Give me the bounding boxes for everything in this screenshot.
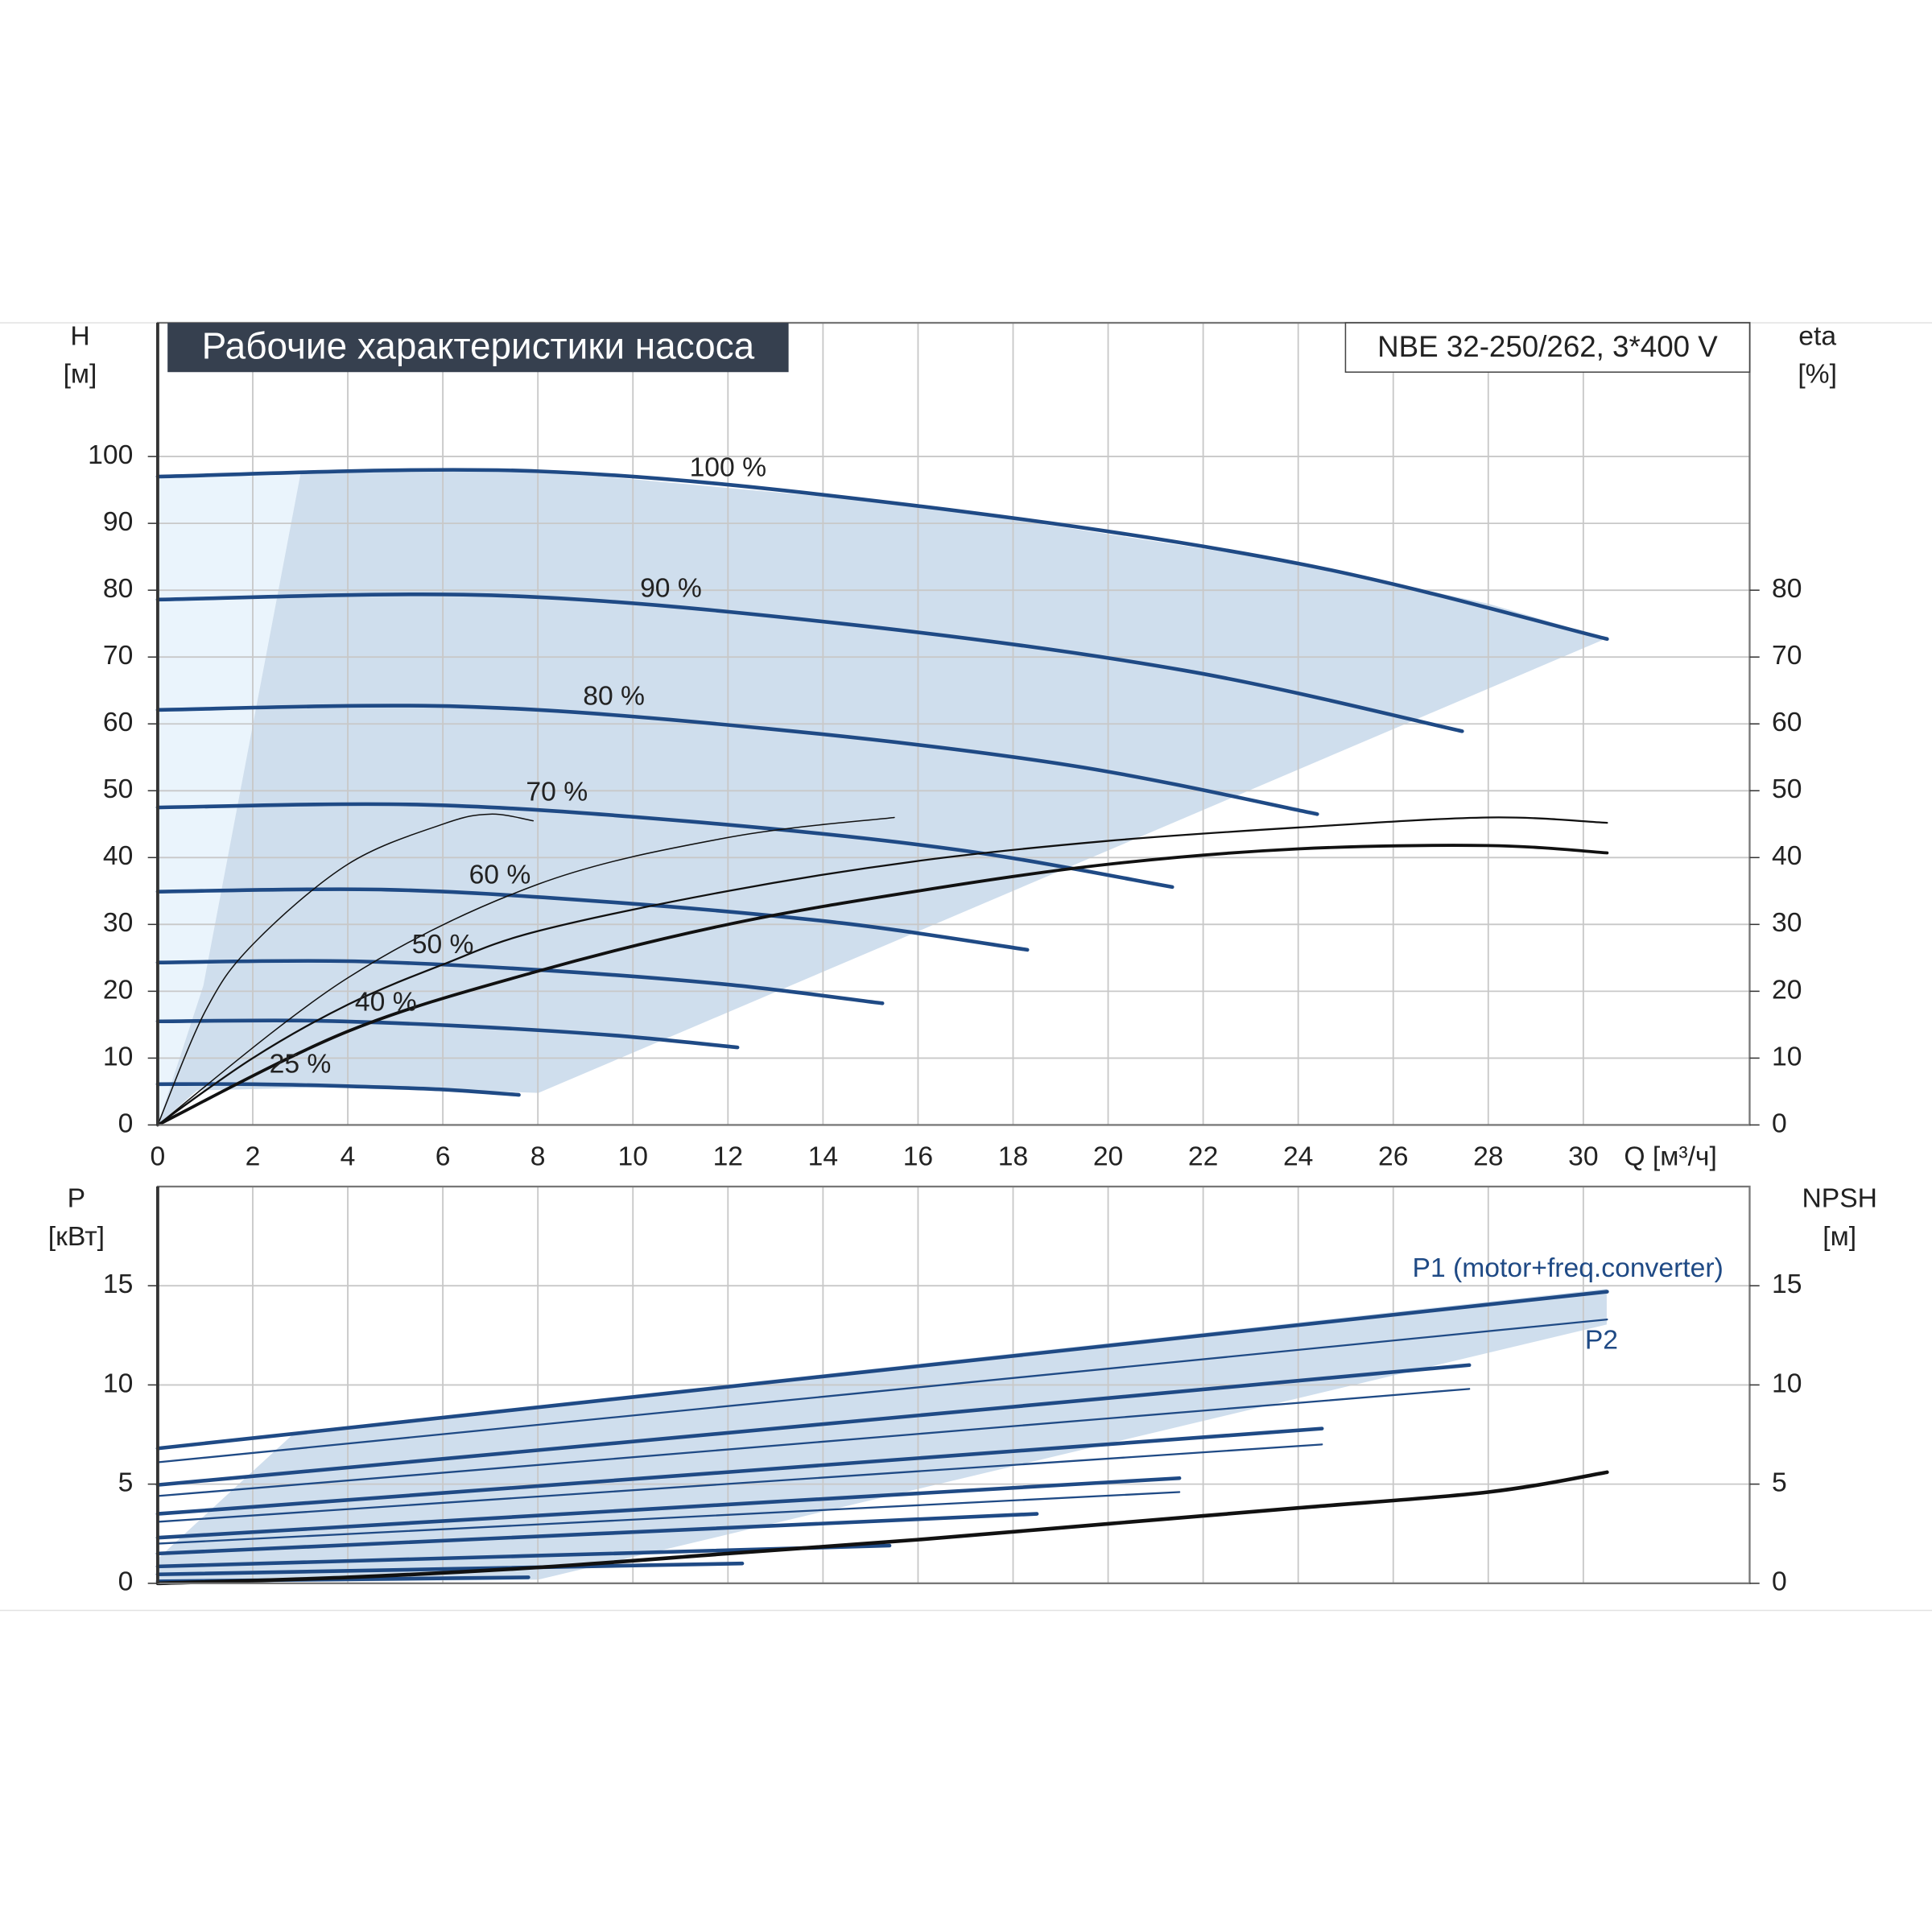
curve [157, 816, 895, 1126]
x-tick-label: 10 [618, 1142, 648, 1172]
y-axis-unit: [кВт] [48, 1222, 105, 1252]
x-tick-label: 18 [998, 1142, 1028, 1172]
curve [156, 1388, 1471, 1497]
legend-label: P2 [1585, 1326, 1618, 1356]
y-tick-label: 90 [103, 507, 133, 537]
speed-label: 60 % [469, 860, 531, 890]
curve [155, 1018, 740, 1050]
y-tick-label: 0 [118, 1108, 134, 1138]
model-box [1344, 322, 1751, 374]
speed-label: 90 % [640, 574, 702, 604]
curve [156, 1318, 1608, 1463]
y-axis-label: P [68, 1184, 85, 1214]
y-tick-label: 20 [103, 975, 133, 1005]
x-tick-label: 0 [151, 1142, 166, 1172]
y-tick-label: 10 [103, 1042, 133, 1071]
speed-label: 100 % [690, 452, 766, 482]
y2-axis-unit: [м] [1823, 1222, 1856, 1252]
y2-tick-label: 80 [1772, 574, 1802, 604]
x-tick-label: 8 [530, 1142, 546, 1172]
backgrounds [157, 323, 1750, 1584]
model-label: NBE 32-250/262, 3*400 V [1377, 330, 1718, 363]
y2-tick-label: 40 [1772, 841, 1802, 871]
y2-tick-label: 0 [1772, 1108, 1787, 1138]
curve [155, 704, 1319, 816]
x-tick-label: 14 [808, 1142, 838, 1172]
chart-title: Рабочие характеристики насоса [202, 324, 755, 366]
y2-axis-unit: [%] [1798, 360, 1837, 390]
curve [155, 1363, 1472, 1487]
y2-axis-label: eta [1798, 321, 1836, 351]
y-tick-label: 60 [103, 708, 133, 737]
y-tick-label: 5 [118, 1468, 134, 1498]
x-tick-label: 6 [436, 1142, 451, 1172]
title-box [167, 323, 789, 373]
curve [156, 1443, 1323, 1523]
y-axis-unit: [м] [64, 360, 97, 390]
y-tick-label: 50 [103, 774, 133, 804]
y-tick-label: 15 [103, 1269, 133, 1299]
curve [155, 592, 1464, 733]
curve [157, 813, 535, 1126]
speed-label: 25 % [270, 1049, 332, 1079]
speed-label: 50 % [412, 930, 474, 960]
curve [156, 844, 1609, 1127]
curve [155, 887, 1030, 952]
curve [155, 468, 1609, 642]
curve [156, 1491, 1181, 1545]
curve [156, 816, 1608, 1126]
y-tick-label: 100 [88, 440, 133, 470]
y2-tick-label: 20 [1772, 975, 1802, 1005]
y-tick-label: 40 [103, 841, 133, 871]
legend-label: P1 (motor+freq.converter) [1413, 1253, 1724, 1283]
x-tick-label: 22 [1188, 1142, 1218, 1172]
y-tick-label: 30 [103, 908, 133, 938]
y2-tick-label: 30 [1772, 908, 1802, 938]
speed-label: 80 % [583, 682, 645, 712]
y2-tick-label: 50 [1772, 774, 1802, 804]
operating-region [157, 470, 1607, 1125]
curve [155, 1512, 1039, 1556]
y2-axis-label: NPSH [1802, 1184, 1877, 1214]
y2-tick-label: 10 [1772, 1042, 1802, 1071]
curve [155, 1561, 745, 1577]
y2-tick-label: 0 [1772, 1567, 1787, 1597]
y2-tick-label: 5 [1772, 1468, 1787, 1498]
speed-label: 40 % [355, 988, 417, 1018]
y2-tick-label: 60 [1772, 708, 1802, 737]
y-tick-label: 0 [118, 1567, 134, 1597]
y-tick-label: 80 [103, 574, 133, 604]
speed-label: 70 % [526, 777, 588, 807]
x-tick-label: 2 [246, 1142, 261, 1172]
curve [155, 802, 1174, 890]
x-tick-label: 12 [713, 1142, 743, 1172]
curve [155, 1426, 1324, 1516]
curve [155, 1470, 1609, 1586]
x-tick-label: 24 [1283, 1142, 1313, 1172]
x-tick-label: 20 [1093, 1142, 1123, 1172]
y2-tick-label: 10 [1772, 1368, 1802, 1398]
curve [155, 1082, 521, 1097]
x-tick-label: 28 [1473, 1142, 1503, 1172]
curve [155, 1476, 1182, 1540]
x-tick-label: 26 [1378, 1142, 1408, 1172]
plots [155, 468, 1609, 1586]
curve [155, 1290, 1609, 1451]
y2-tick-label: 15 [1772, 1269, 1802, 1299]
x-tick-label: 30 [1568, 1142, 1598, 1172]
x-axis-label: Q [м³/ч] [1624, 1142, 1716, 1172]
x-tick-label: 16 [903, 1142, 933, 1172]
y2-tick-label: 70 [1772, 641, 1802, 671]
y-tick-label: 10 [103, 1368, 133, 1398]
y-tick-label: 70 [103, 641, 133, 671]
x-tick-label: 4 [341, 1142, 356, 1172]
y-axis-label: H [70, 321, 89, 351]
